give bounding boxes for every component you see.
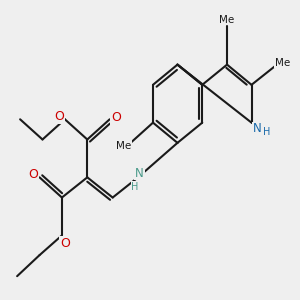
Text: Me: Me — [219, 15, 235, 25]
Text: Me: Me — [275, 58, 290, 68]
Text: H: H — [131, 182, 139, 192]
Text: O: O — [60, 237, 70, 250]
Text: N: N — [253, 122, 262, 136]
Text: O: O — [111, 111, 121, 124]
Text: Me: Me — [116, 141, 132, 151]
Text: O: O — [28, 168, 38, 181]
Text: N: N — [135, 167, 144, 180]
Text: O: O — [54, 110, 64, 123]
Text: H: H — [263, 127, 270, 137]
